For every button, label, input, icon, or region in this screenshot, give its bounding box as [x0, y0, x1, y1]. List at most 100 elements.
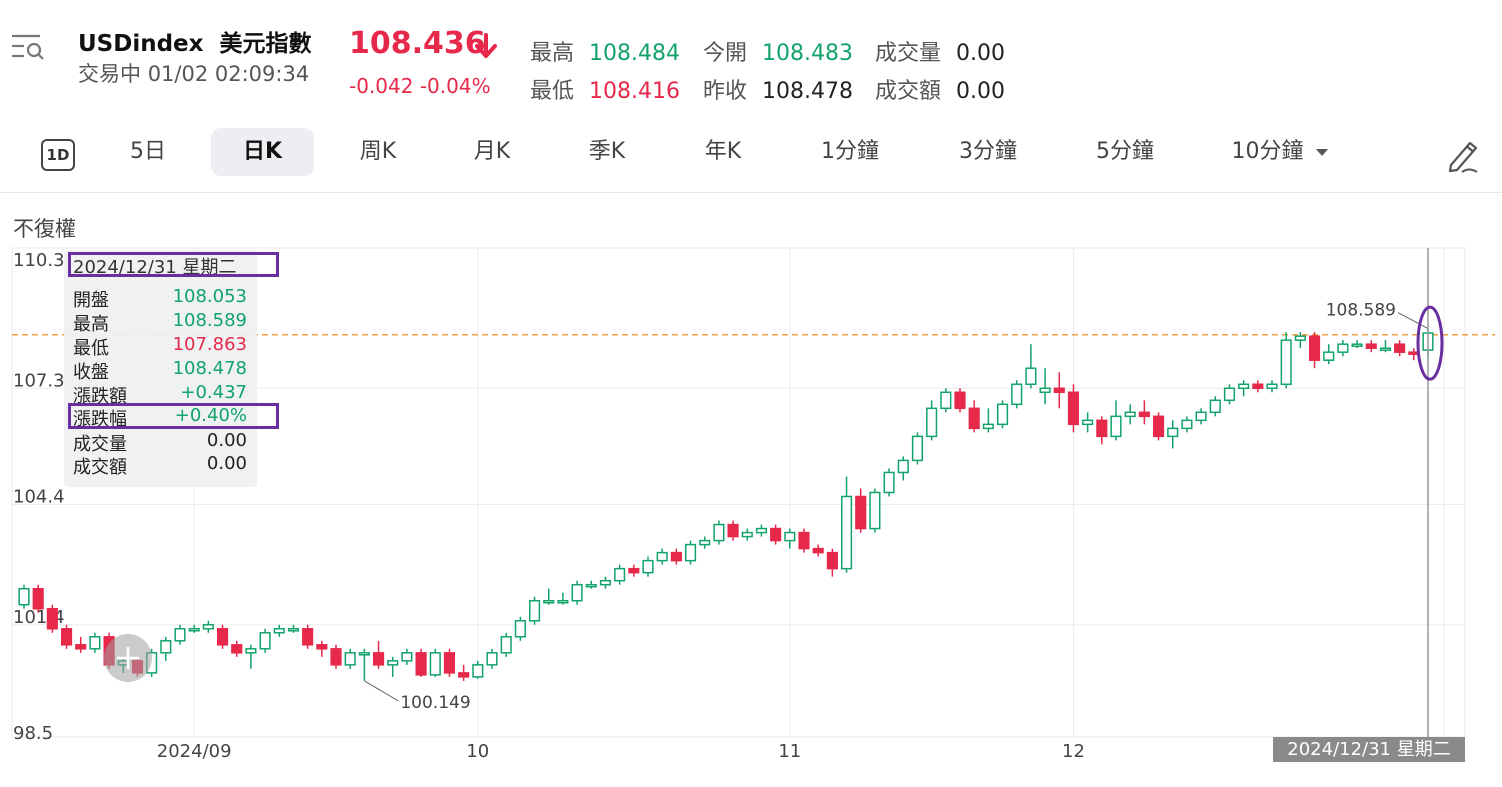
tooltip-label: 成交額 [73, 457, 127, 478]
period-tabs: 5日 日K 周K 月K 季K 年K 1分鐘 3分鐘 5分鐘 10分鐘 [0, 128, 1502, 180]
candle-body [1209, 399, 1221, 414]
candle-body [926, 407, 938, 438]
candle-body [1252, 383, 1264, 390]
candle-body [344, 652, 356, 666]
x-tick-label: 12 [1062, 741, 1085, 762]
max-price-leader [1397, 312, 1429, 330]
highlight-ellipse [1416, 305, 1444, 381]
candle-body [46, 607, 58, 630]
candle-body [968, 407, 980, 430]
tab-1min[interactable]: 1分鐘 [821, 139, 879, 164]
tooltip-row-high: 最高 108.589 [73, 310, 247, 335]
stat-prev-close-label: 昨收 [703, 79, 748, 104]
candle-body [245, 648, 257, 654]
tab-3min[interactable]: 3分鐘 [959, 139, 1017, 164]
tooltip-label: 成交量 [73, 434, 127, 455]
menu-icon[interactable] [10, 32, 46, 64]
candle-body [1337, 343, 1349, 353]
y-tick-label: 110.3 [13, 250, 65, 271]
candle-body [75, 644, 87, 650]
tooltip-row-low: 最低 107.863 [73, 334, 247, 359]
x-tick-label: 2024/09 [157, 741, 232, 762]
tooltip-label: 漲跌幅 [73, 409, 127, 430]
tooltip-value: 0.00 [206, 453, 247, 474]
candle-body [755, 527, 768, 534]
change-percent: -0.04% [419, 74, 491, 98]
stat-prev-close-value: 108.478 [762, 79, 853, 104]
candle-body [840, 495, 853, 570]
candle-body [812, 547, 824, 554]
candle-body [1039, 387, 1051, 394]
pencil-draw-icon[interactable] [1444, 136, 1482, 174]
candle-body [543, 599, 555, 604]
candle-body [826, 551, 838, 570]
candle-body [500, 636, 512, 654]
candle-body [443, 652, 456, 674]
header-divider [0, 192, 1502, 193]
candle-body [1280, 339, 1292, 386]
plot-frame [11, 247, 1466, 738]
candle-body [1067, 391, 1080, 426]
tab-monthly-k[interactable]: 月K [473, 139, 511, 164]
price-change: -0.042 -0.04% [349, 74, 491, 98]
tab-quarterly-k[interactable]: 季K [588, 139, 626, 164]
stat-high-label: 最高 [530, 41, 575, 66]
tooltip-change-pct-highlight [68, 403, 279, 429]
stat-low: 最低 108.416 [530, 73, 680, 105]
candle-body [358, 652, 370, 656]
candle-body [770, 527, 782, 542]
candle-body [855, 495, 867, 530]
tooltip-value: 108.478 [172, 358, 247, 379]
tooltip-date-highlight [68, 252, 279, 277]
tooltip-row-change-pct: 漲跌幅 +0.40% [73, 405, 247, 430]
candle-body [60, 628, 73, 646]
candle-body [259, 632, 271, 650]
stat-turnover-value: 0.00 [956, 79, 1005, 104]
tooltip-label: 收盤 [73, 362, 109, 383]
candle-body [472, 664, 484, 678]
tab-5min[interactable]: 5分鐘 [1096, 139, 1154, 164]
candle-body [798, 531, 810, 550]
candle-body [202, 624, 214, 630]
candle-body [911, 435, 924, 462]
down-arrow-icon [475, 33, 497, 58]
candle-body [231, 644, 243, 654]
candle-body [458, 672, 470, 678]
candle-body [1294, 335, 1306, 341]
adjustment-label[interactable]: 不復權 [13, 217, 76, 241]
tooltip-value: +0.40% [174, 405, 247, 426]
y-tick-label: 98.5 [13, 723, 53, 744]
candle-body [940, 391, 952, 410]
tooltip-value: 108.589 [172, 310, 247, 331]
x-tick-label: 10 [466, 741, 489, 762]
candle-body [1365, 343, 1377, 349]
add-indicator-button[interactable] [104, 634, 152, 682]
x-tick-label: 11 [778, 741, 801, 762]
tab-5d[interactable]: 5日 [130, 139, 166, 164]
candle-body [1379, 347, 1392, 351]
tab-daily-k[interactable]: 日K [211, 128, 314, 176]
stat-low-label: 最低 [530, 79, 575, 104]
status-datetime: 01/02 02:09:34 [147, 62, 310, 86]
candle-body [528, 599, 541, 622]
trading-status: 交易中 01/02 02:09:34 [78, 58, 309, 88]
tab-yearly-k[interactable]: 年K [704, 139, 742, 164]
candle-body [372, 652, 385, 666]
tab-10min-dropdown[interactable]: 10分鐘 [1220, 128, 1340, 176]
tab-weekly-k[interactable]: 周K [359, 139, 397, 164]
tab-1d[interactable]: 1D [41, 139, 75, 171]
tooltip-value: 107.863 [172, 334, 247, 355]
candle-body [897, 459, 909, 474]
candle-body [302, 628, 314, 646]
candle-body [287, 628, 300, 632]
candle-body [429, 652, 441, 676]
candle-body [1167, 427, 1179, 438]
candle-body [699, 539, 711, 546]
candle-body [216, 628, 229, 646]
tooltip-label: 最低 [73, 338, 109, 359]
stat-prev-close: 昨收 108.478 [703, 73, 853, 105]
candle-body [1323, 351, 1335, 361]
candle-body [1124, 411, 1136, 418]
candle-body [89, 636, 101, 650]
